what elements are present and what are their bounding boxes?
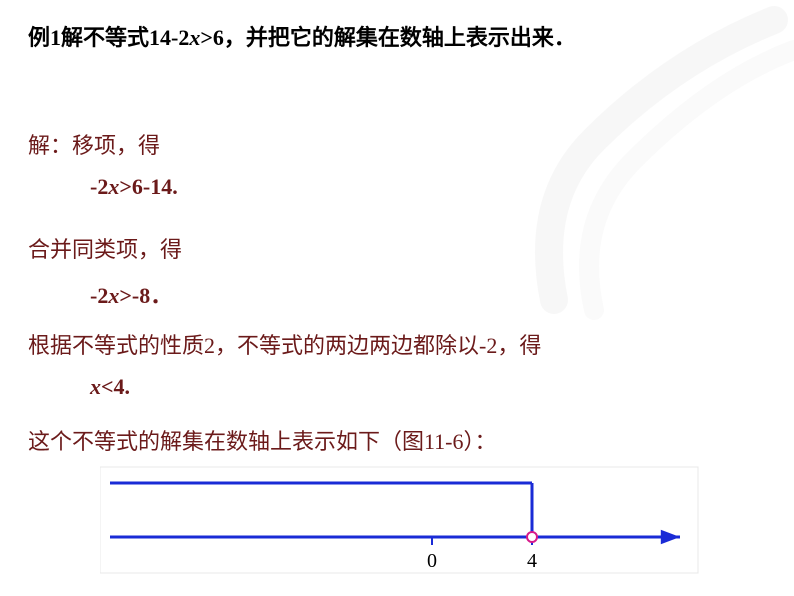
text-span: 这个不等式的解集在数轴上表示如下（图11-6）： — [28, 429, 497, 454]
axis-arrow-icon — [661, 530, 680, 544]
open-circle-icon — [527, 532, 537, 542]
solution-line: 根据不等式的性质2，不等式的两边两边都除以-2，得 — [28, 328, 541, 360]
math-italic: x — [108, 283, 119, 308]
math-italic: x — [108, 174, 119, 199]
title-text-2: >6，并把它的解集在数轴上表示出来． — [200, 25, 576, 50]
text-span: 解：移项，得 — [28, 133, 160, 158]
text-span: 合并同类项，得 — [28, 237, 182, 262]
text-span: -2 — [90, 174, 108, 199]
text-span: -2 — [90, 283, 108, 308]
number-line-figure: 04 — [100, 465, 700, 575]
solution-line: -2x>-8． — [90, 278, 172, 310]
number-line-svg: 04 — [100, 465, 700, 575]
text-span: 根据不等式的性质2，不等式的两边两边都除以-2，得 — [28, 333, 541, 358]
problem-title: 例1解不等式14-2x>6，并把它的解集在数轴上表示出来． — [28, 20, 576, 52]
title-prefix: 例1 — [28, 25, 61, 50]
solution-line: x<4. — [90, 374, 130, 400]
text-span: <4. — [101, 374, 130, 399]
title-italic-x: x — [189, 25, 200, 50]
solution-line: -2x>6-14. — [90, 174, 178, 200]
solution-line: 解：移项，得 — [28, 128, 160, 160]
title-text-1: 解不等式14-2 — [61, 25, 189, 50]
text-span: >6-14. — [119, 174, 177, 199]
axis-tick-label: 0 — [427, 550, 437, 572]
solution-line: 合并同类项，得 — [28, 232, 182, 264]
math-italic: x — [90, 374, 101, 399]
solution-line: 这个不等式的解集在数轴上表示如下（图11-6）： — [28, 424, 497, 456]
text-span: >-8． — [119, 283, 172, 308]
axis-tick-label: 4 — [527, 550, 537, 572]
